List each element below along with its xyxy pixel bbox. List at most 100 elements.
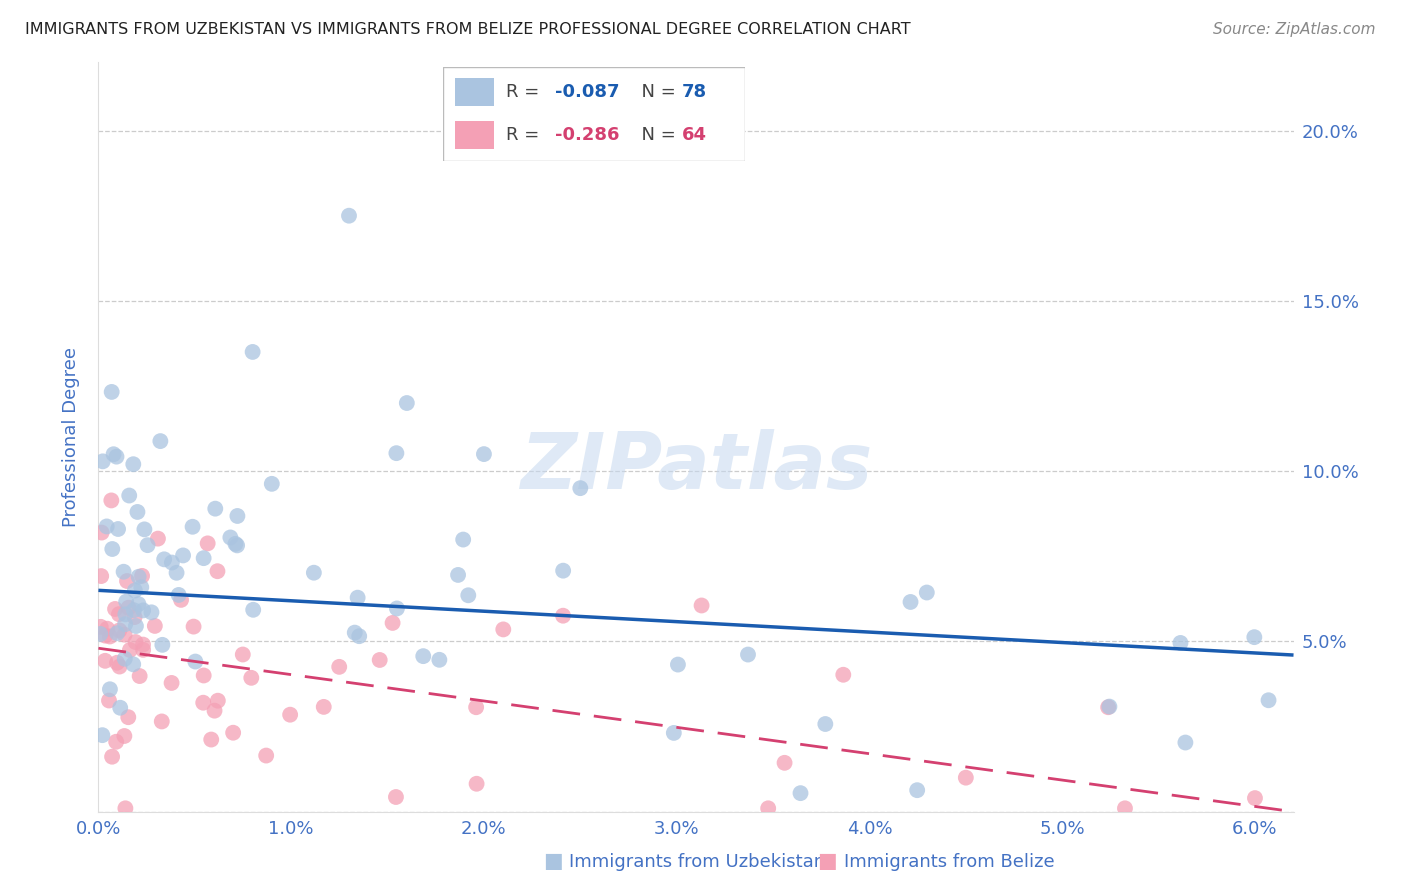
Point xyxy=(122,603,145,617)
Point xyxy=(219,531,242,545)
Point xyxy=(207,694,229,708)
Point xyxy=(465,700,488,714)
Point xyxy=(451,533,474,547)
Point xyxy=(569,481,592,495)
Text: -0.286: -0.286 xyxy=(555,127,619,145)
Point xyxy=(90,569,112,583)
Point xyxy=(900,595,922,609)
Point xyxy=(131,569,153,583)
Point xyxy=(773,756,796,770)
Point xyxy=(127,597,149,611)
Point xyxy=(832,667,855,681)
Point xyxy=(193,696,215,710)
Point xyxy=(128,570,150,584)
Point xyxy=(193,551,215,566)
Point xyxy=(160,556,183,570)
Point xyxy=(94,654,117,668)
Point xyxy=(114,617,136,632)
Point xyxy=(260,476,283,491)
Point xyxy=(385,446,408,460)
Text: N =: N = xyxy=(630,83,682,101)
Point xyxy=(101,541,124,556)
Point xyxy=(427,653,450,667)
Point xyxy=(200,732,222,747)
Point xyxy=(112,729,135,743)
FancyBboxPatch shape xyxy=(456,78,495,106)
Point xyxy=(232,648,254,662)
Point xyxy=(98,682,121,697)
Point xyxy=(98,630,121,644)
Point xyxy=(666,657,689,672)
Point xyxy=(166,566,188,580)
Point xyxy=(91,454,114,468)
Point xyxy=(756,801,779,815)
Point xyxy=(105,735,128,749)
Point xyxy=(118,643,141,657)
Text: R =: R = xyxy=(506,127,546,145)
Point xyxy=(385,790,408,805)
Point xyxy=(136,538,159,552)
Point xyxy=(1098,699,1121,714)
Point xyxy=(114,801,136,815)
Point xyxy=(90,620,112,634)
Point xyxy=(222,725,245,739)
Point xyxy=(149,434,172,449)
Point xyxy=(346,591,368,605)
Text: Immigrants from Belize: Immigrants from Belize xyxy=(844,853,1054,871)
Point xyxy=(226,538,249,552)
Point xyxy=(347,629,370,643)
Point xyxy=(226,508,249,523)
Point xyxy=(107,522,129,536)
Text: ■: ■ xyxy=(543,851,562,871)
Point xyxy=(117,600,139,615)
Point xyxy=(254,748,277,763)
Point xyxy=(337,209,360,223)
Point xyxy=(153,552,176,566)
Point xyxy=(132,603,155,617)
Point xyxy=(381,615,404,630)
Point xyxy=(117,710,139,724)
Point xyxy=(91,728,114,742)
Point xyxy=(368,653,391,667)
Point xyxy=(312,699,335,714)
Point xyxy=(160,676,183,690)
Point xyxy=(100,493,122,508)
Point xyxy=(122,657,145,672)
Point xyxy=(465,777,488,791)
Point xyxy=(204,704,226,718)
Text: Source: ZipAtlas.com: Source: ZipAtlas.com xyxy=(1212,22,1375,37)
Point xyxy=(343,625,366,640)
Point xyxy=(105,626,128,640)
Point xyxy=(1097,700,1119,714)
Point xyxy=(150,714,173,729)
Point xyxy=(134,522,156,536)
Point xyxy=(197,536,219,550)
Point xyxy=(240,671,263,685)
Point xyxy=(115,574,138,588)
Point xyxy=(242,603,264,617)
Point xyxy=(132,638,155,652)
Point xyxy=(662,726,685,740)
Point xyxy=(224,537,246,551)
Point xyxy=(101,749,124,764)
Point xyxy=(96,622,118,636)
Point xyxy=(104,602,127,616)
Point xyxy=(457,588,479,602)
Point xyxy=(108,624,131,638)
Point xyxy=(146,532,169,546)
Point xyxy=(551,608,574,623)
Point xyxy=(89,627,111,641)
Point xyxy=(492,623,515,637)
Point xyxy=(183,619,205,633)
Text: ■: ■ xyxy=(817,851,837,871)
Point xyxy=(118,489,141,503)
Point xyxy=(129,580,152,594)
Text: N =: N = xyxy=(630,127,682,145)
FancyBboxPatch shape xyxy=(456,121,495,149)
Text: 64: 64 xyxy=(682,127,707,145)
Point xyxy=(141,605,163,619)
Point xyxy=(112,565,135,579)
Point xyxy=(412,649,434,664)
Y-axis label: Professional Degree: Professional Degree xyxy=(62,347,80,527)
Point xyxy=(103,447,125,461)
